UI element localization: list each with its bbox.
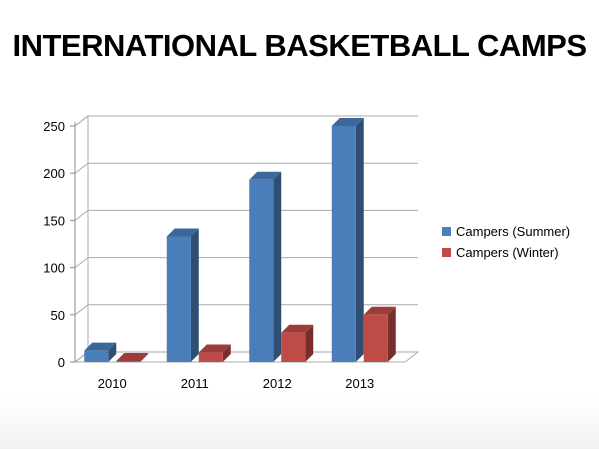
bar-top-face [198, 344, 231, 353]
y-tick-label: 100 [43, 261, 65, 276]
bar-winter-2011 [198, 344, 231, 362]
bar-top-face [249, 171, 282, 180]
chart-title: INTERNATIONAL BASKETBALL CAMPS [12, 28, 588, 63]
gridline [74, 257, 418, 268]
bar-top-face [84, 342, 117, 351]
y-tick-label: 150 [43, 213, 65, 228]
bar-side-face [355, 118, 364, 362]
bar-front-face [281, 332, 306, 362]
y-tick-label: 200 [43, 166, 65, 181]
bar-side-face [190, 228, 199, 362]
bar-summer-2013 [331, 118, 364, 362]
bar-summer-2011 [166, 228, 199, 362]
gridline [74, 304, 418, 316]
bar-summer-2010 [84, 342, 117, 362]
bar-top-face [331, 118, 364, 126]
x-tick-label: 2010 [98, 376, 127, 391]
gridline [74, 115, 418, 127]
bar-front-face [84, 350, 109, 362]
gridline [74, 162, 418, 174]
bar-winter-2013 [363, 306, 396, 362]
legend-label-winter: Campers (Winter) [456, 245, 559, 260]
bar-top-face [363, 306, 396, 315]
x-tick-label: 2012 [263, 376, 292, 391]
x-tick-label: 2013 [345, 376, 374, 391]
bar-side-face [387, 306, 396, 362]
bar-front-face [198, 352, 223, 362]
bar-front-face [363, 314, 388, 362]
bar-winter-2010 [116, 353, 149, 362]
bar-front-face [166, 236, 191, 362]
bar-side-face [140, 353, 149, 362]
y-tick-label: 250 [43, 119, 65, 134]
legend-swatch-summer [442, 227, 451, 236]
bar-winter-2012 [281, 324, 314, 362]
bar-top-face [166, 228, 199, 237]
bar-side-face [108, 342, 117, 362]
bar-side-face [305, 324, 314, 362]
bar-top-face [281, 324, 314, 333]
bar-summer-2012 [249, 171, 282, 362]
y-tick-label: 50 [51, 308, 65, 323]
bar-side-face [273, 171, 282, 362]
bar-front-face [331, 126, 356, 362]
gridline [74, 209, 418, 221]
bar-side-face [222, 344, 231, 362]
bar-top-face [116, 353, 149, 362]
legend-label-summer: Campers (Summer) [456, 224, 570, 239]
y-tick-label: 0 [58, 355, 65, 370]
side-wall [74, 114, 89, 364]
x-tick-label: 2011 [181, 376, 209, 391]
bar-front-face [116, 361, 141, 362]
legend-swatch-winter [442, 248, 451, 257]
bar-front-face [249, 179, 274, 362]
